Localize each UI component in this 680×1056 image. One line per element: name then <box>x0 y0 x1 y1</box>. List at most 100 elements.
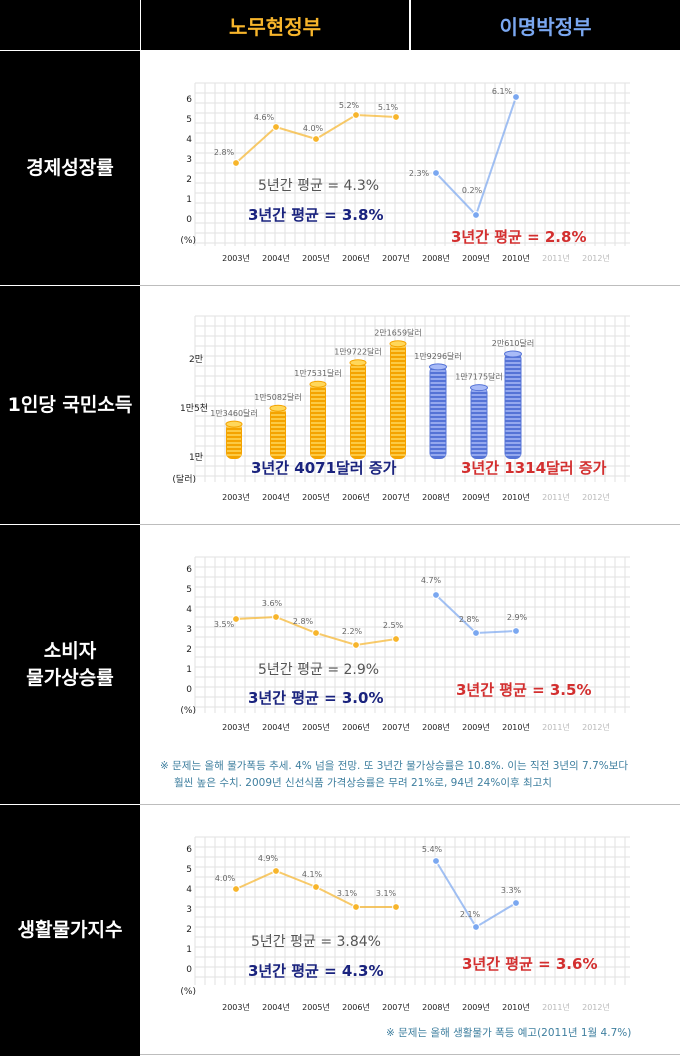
x-tick-label: 2010년 <box>502 1002 530 1012</box>
x-tick-label: 2010년 <box>502 492 530 502</box>
y-unit-label: (%) <box>180 236 196 246</box>
avg-5yr-label: 5년간 평균 = 2.9% <box>258 662 379 678</box>
x-tick-label: 2003년 <box>222 1002 250 1012</box>
consumer-price-chart: 0 1 2 3 4 5 6 (%) 2003년 2004년 2005년 2006년 2007년 2008년… <box>180 556 630 732</box>
avg-roh-label: 3년간 평균 = 3.0% <box>248 689 383 707</box>
y-tick-label: 0 <box>186 685 192 695</box>
x-tick-label: 2011년 <box>542 492 570 502</box>
y-tick-label: 4 <box>186 605 192 615</box>
header-roh-government: 노무현정부 <box>141 0 409 50</box>
data-label: 1만9722달러 <box>334 348 382 357</box>
data-point <box>472 211 480 219</box>
coin-top <box>470 384 488 392</box>
x-tick-label: 2009년 <box>462 492 490 502</box>
data-label: 4.1% <box>302 870 323 879</box>
x-tick-label: 2005년 <box>302 1002 330 1012</box>
growth-rate-chart: 0 1 2 3 4 5 6 (%) 2003년 2004년 2005년 2006년 2007년 2008년… <box>180 82 630 263</box>
y-tick-label: 5 <box>186 115 192 125</box>
data-point <box>312 629 320 637</box>
x-tick-label: 2011년 <box>542 722 570 732</box>
data-label: 4.0% <box>303 124 324 133</box>
x-tick-label: 2012년 <box>582 1002 610 1012</box>
data-label: 6.1% <box>492 87 513 96</box>
x-tick-label: 2005년 <box>302 722 330 732</box>
y-tick-label: 2 <box>186 645 192 655</box>
coin-top <box>349 359 367 367</box>
gni-increase-lee-label: 3년간 1314달러 증가 <box>461 459 607 477</box>
x-tick-label: 2012년 <box>582 253 610 263</box>
x-tick-label: 2009년 <box>462 722 490 732</box>
cpi-note-line-2: 훨씬 높은 수치. 2009년 신선식품 가격상승률은 무려 21%로, 94년… <box>174 777 552 789</box>
living-price-chart: 0 1 2 3 4 5 6 (%) 2003년 2004년 2005년 2006년 2007년 2008년… <box>180 836 630 1012</box>
data-label: 1만5082달러 <box>254 393 302 402</box>
data-label: 2.1% <box>460 910 481 919</box>
data-point <box>232 159 240 167</box>
y-tick-label: 1 <box>186 195 192 205</box>
data-label: 5.2% <box>339 101 360 110</box>
y-tick-label: 1만5천 <box>180 403 208 414</box>
x-tick-label: 2012년 <box>582 722 610 732</box>
data-label: 2.3% <box>409 169 430 178</box>
avg-5yr-label: 5년간 평균 = 3.84% <box>251 934 381 950</box>
x-tick-label: 2003년 <box>222 492 250 502</box>
divider <box>140 285 680 286</box>
coin-top <box>309 380 327 388</box>
data-label: 3.1% <box>337 889 358 898</box>
x-tick-label: 2005년 <box>302 253 330 263</box>
y-unit-label: (달러) <box>172 473 196 485</box>
data-label: 3.3% <box>501 886 522 895</box>
data-point <box>232 885 240 893</box>
y-tick-label: 5 <box>186 865 192 875</box>
y-tick-label: 0 <box>186 215 192 225</box>
coin-top <box>504 350 522 358</box>
y-tick-label: 3 <box>186 905 192 915</box>
y-unit-label: (%) <box>180 706 196 716</box>
side-label-growth: 경제성장률 <box>0 51 140 285</box>
data-label: 4.6% <box>254 113 275 122</box>
gni-increase-roh-label: 3년간 4071달러 증가 <box>251 459 397 477</box>
data-label: 4.9% <box>258 854 279 863</box>
coin-top <box>225 420 243 428</box>
data-label: 3.5% <box>214 620 235 629</box>
avg-roh-label: 3년간 평균 = 4.3% <box>248 962 383 980</box>
data-label: 2.9% <box>507 613 528 622</box>
y-tick-label: 6 <box>186 95 192 105</box>
x-tick-label: 2009년 <box>462 1002 490 1012</box>
data-point <box>352 903 360 911</box>
coin-top <box>269 404 287 412</box>
x-tick-label: 2008년 <box>422 1002 450 1012</box>
data-point <box>352 111 360 119</box>
data-point <box>472 629 480 637</box>
x-tick-label: 2004년 <box>262 253 290 263</box>
data-label: 2.5% <box>383 621 404 630</box>
data-point <box>312 135 320 143</box>
x-tick-label: 2007년 <box>382 1002 410 1012</box>
y-tick-label: 2 <box>186 175 192 185</box>
data-label: 2만1659달러 <box>374 329 422 338</box>
y-unit-label: (%) <box>180 987 196 997</box>
y-tick-label: 0 <box>186 965 192 975</box>
side-label-gni: 1인당 국민소득 <box>0 286 140 524</box>
y-tick-label: 5 <box>186 585 192 595</box>
data-point <box>352 641 360 649</box>
divider <box>140 524 680 525</box>
data-label: 1만7531달러 <box>294 369 342 378</box>
x-tick-label: 2004년 <box>262 1002 290 1012</box>
data-point <box>512 899 520 907</box>
x-tick-label: 2006년 <box>342 492 370 502</box>
x-tick-label: 2010년 <box>502 253 530 263</box>
y-tick-label: 2 <box>186 925 192 935</box>
x-tick-label: 2003년 <box>222 253 250 263</box>
x-tick-label: 2003년 <box>222 722 250 732</box>
data-label: 3.1% <box>376 889 397 898</box>
data-label: 2.8% <box>293 617 314 626</box>
x-tick-label: 2008년 <box>422 722 450 732</box>
x-tick-label: 2011년 <box>542 1002 570 1012</box>
data-point <box>272 123 280 131</box>
cpi-note-line-1: ※ 문제는 올해 물가폭등 추세. 4% 넘을 전망. 또 3년간 물가상승률은… <box>160 760 629 772</box>
coin-stack <box>310 383 326 459</box>
coin-stack <box>270 407 286 459</box>
data-label: 2.8% <box>459 615 480 624</box>
y-tick-label: 2만 <box>189 354 203 365</box>
y-tick-label: 4 <box>186 885 192 895</box>
